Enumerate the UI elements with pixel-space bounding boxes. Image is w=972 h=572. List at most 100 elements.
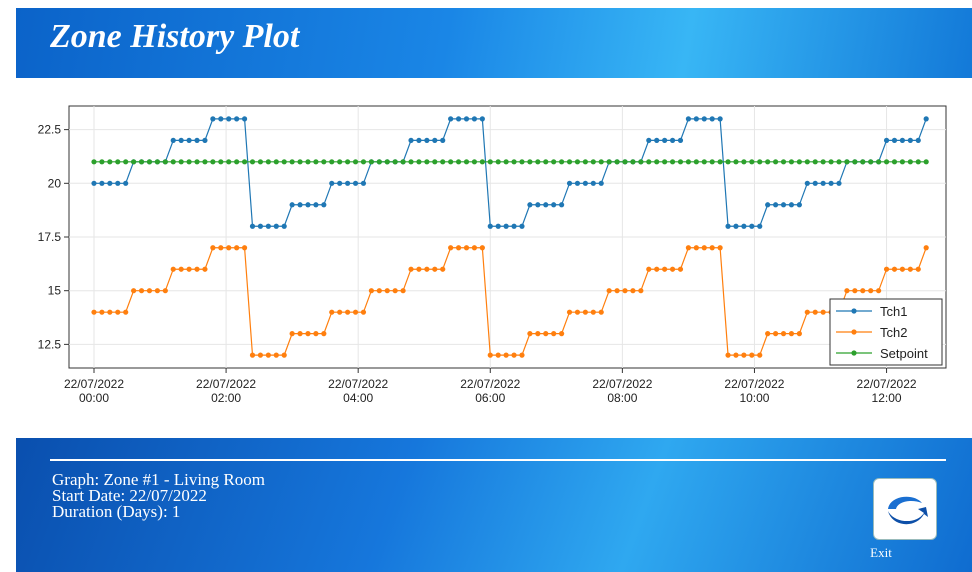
data-point bbox=[384, 288, 390, 294]
data-point bbox=[574, 159, 581, 165]
data-point bbox=[471, 159, 478, 165]
data-point bbox=[796, 159, 802, 165]
data-point bbox=[194, 266, 200, 272]
data-point bbox=[630, 288, 636, 294]
data-point bbox=[265, 223, 271, 229]
data-point bbox=[448, 159, 454, 165]
data-point bbox=[455, 159, 462, 165]
data-point bbox=[463, 245, 470, 251]
data-point bbox=[162, 288, 168, 294]
data-point bbox=[424, 137, 430, 143]
data-point bbox=[448, 116, 454, 122]
data-point bbox=[812, 309, 818, 315]
data-point bbox=[709, 116, 715, 122]
data-point bbox=[416, 266, 422, 272]
data-point bbox=[162, 159, 168, 165]
data-point bbox=[241, 159, 248, 165]
data-point bbox=[226, 245, 232, 251]
data-point bbox=[662, 159, 668, 165]
data-point bbox=[400, 288, 406, 294]
data-point bbox=[757, 352, 763, 358]
data-point bbox=[677, 266, 684, 272]
data-point bbox=[915, 137, 921, 143]
data-point bbox=[543, 202, 549, 208]
data-point bbox=[440, 266, 446, 272]
data-point bbox=[590, 180, 596, 186]
data-point bbox=[91, 180, 97, 186]
chart: 12.5 15 17.5 20 22.5 22/07/2022 00:00 22/07/202… bbox=[38, 105, 947, 405]
data-point bbox=[883, 159, 890, 165]
data-point bbox=[99, 180, 105, 186]
duration: Duration (Days): 1 bbox=[52, 502, 181, 521]
data-point bbox=[844, 288, 850, 294]
data-point bbox=[138, 159, 145, 165]
data-point bbox=[408, 137, 414, 143]
data-point bbox=[622, 159, 628, 165]
data-point bbox=[677, 137, 684, 143]
data-point bbox=[408, 266, 414, 272]
data-point bbox=[685, 245, 692, 251]
data-point bbox=[226, 116, 232, 122]
data-point bbox=[899, 266, 906, 272]
data-point bbox=[249, 159, 256, 165]
data-point bbox=[91, 159, 97, 165]
data-point bbox=[907, 137, 913, 143]
data-point bbox=[551, 331, 557, 337]
data-point bbox=[749, 352, 755, 358]
data-point bbox=[471, 116, 478, 122]
data-point bbox=[123, 180, 129, 186]
data-point bbox=[765, 331, 771, 337]
data-point bbox=[923, 245, 929, 251]
data-point bbox=[685, 159, 692, 165]
data-point bbox=[796, 202, 802, 208]
data-point bbox=[194, 137, 200, 143]
data-point bbox=[868, 288, 874, 294]
data-point bbox=[471, 245, 478, 251]
data-point bbox=[765, 159, 771, 165]
data-point bbox=[923, 116, 929, 122]
data-point bbox=[91, 309, 97, 315]
x-tick-label: 22/07/2022 00:00 bbox=[64, 377, 124, 405]
data-point bbox=[852, 288, 858, 294]
data-point bbox=[178, 137, 184, 143]
x-tick-label: 22/07/2022 08:00 bbox=[592, 377, 652, 405]
data-point bbox=[566, 180, 573, 186]
data-point bbox=[551, 202, 557, 208]
data-point bbox=[804, 159, 810, 165]
data-point bbox=[527, 159, 533, 165]
data-point bbox=[519, 352, 525, 358]
data-point bbox=[590, 309, 596, 315]
data-point bbox=[654, 137, 660, 143]
data-point bbox=[693, 159, 699, 165]
data-point bbox=[733, 352, 739, 358]
exit-label[interactable]: Exit bbox=[870, 545, 892, 560]
data-point bbox=[812, 180, 818, 186]
data-point bbox=[725, 159, 731, 165]
data-point bbox=[313, 331, 319, 337]
data-point bbox=[915, 266, 921, 272]
series-line bbox=[93, 118, 927, 227]
data-point bbox=[376, 159, 382, 165]
data-point bbox=[535, 159, 541, 165]
data-point bbox=[416, 159, 422, 165]
y-tick-label: 17.5 bbox=[38, 230, 62, 244]
data-point bbox=[487, 159, 493, 165]
data-point bbox=[257, 352, 264, 358]
data-point bbox=[741, 159, 747, 165]
data-point bbox=[654, 159, 660, 165]
data-point bbox=[321, 331, 327, 337]
data-point bbox=[598, 309, 604, 315]
data-point bbox=[138, 288, 145, 294]
data-point bbox=[519, 159, 525, 165]
data-point bbox=[154, 159, 160, 165]
data-point bbox=[662, 266, 668, 272]
data-point bbox=[828, 180, 834, 186]
data-point bbox=[717, 159, 723, 165]
data-point bbox=[194, 159, 200, 165]
data-point bbox=[123, 309, 129, 315]
data-point bbox=[757, 223, 763, 229]
data-point bbox=[709, 159, 715, 165]
exit-button[interactable] bbox=[873, 478, 937, 540]
data-point bbox=[519, 223, 525, 229]
